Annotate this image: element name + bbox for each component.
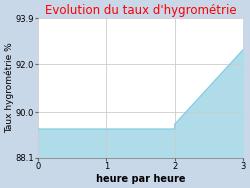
- Y-axis label: Taux hygrométrie %: Taux hygrométrie %: [4, 43, 14, 133]
- Title: Evolution du taux d'hygrométrie: Evolution du taux d'hygrométrie: [45, 4, 236, 17]
- X-axis label: heure par heure: heure par heure: [96, 174, 185, 184]
